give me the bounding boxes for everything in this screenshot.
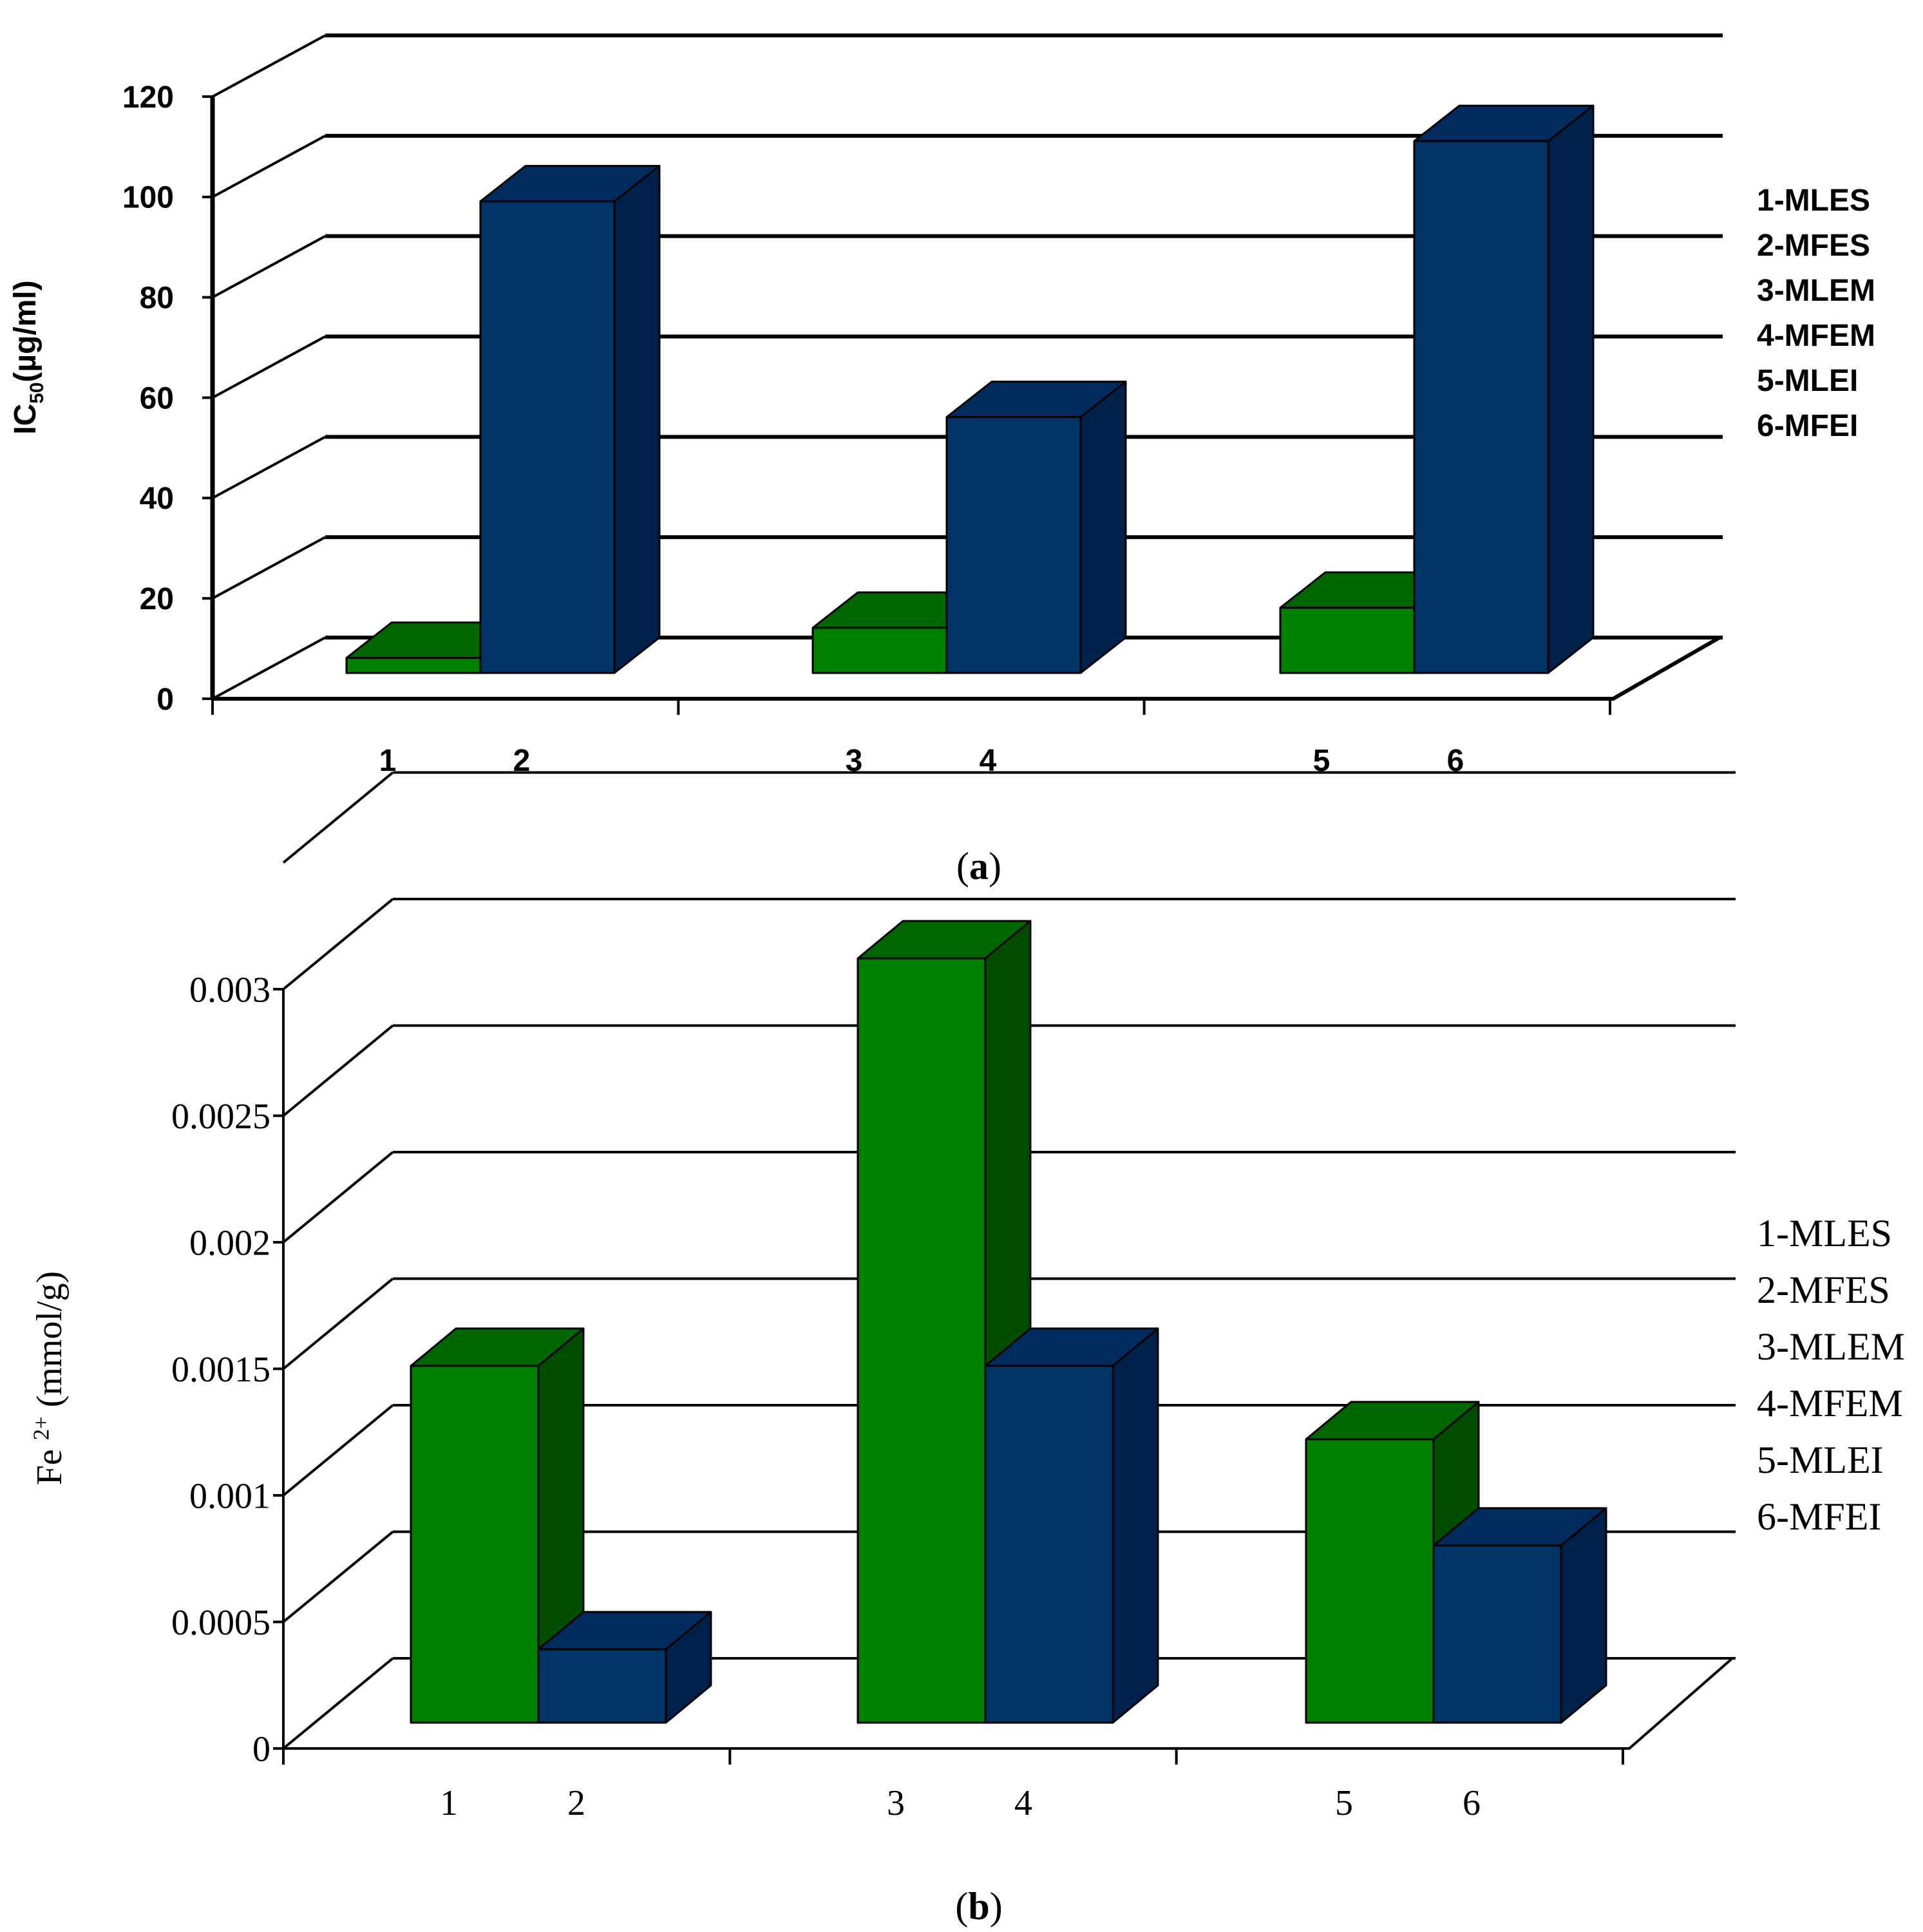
bar-4: [984, 1327, 1159, 1724]
bar-side: [613, 165, 661, 674]
bar-front: [1413, 140, 1549, 674]
legend-entry: 2-MFES: [1757, 229, 1870, 263]
bar-front: [1279, 607, 1416, 674]
legend-entry: 1-MLES: [1757, 1212, 1892, 1255]
y-axis-label: Fe 2+ (mmol/g): [28, 1271, 70, 1485]
chart-b-fe2: 0 0.0005 0.001 0.0015 0.002 0.0025 0.003 Fe 2+ …: [28, 771, 1905, 1823]
side-wall-line: [282, 1404, 394, 1497]
y-tick-label: 80: [140, 281, 174, 315]
y-tick-label: 0.0005: [171, 1603, 270, 1643]
x-tick-label: 4: [1014, 1783, 1032, 1823]
y-tick-label: 40: [140, 482, 174, 516]
y-tick-label: 100: [122, 181, 174, 215]
side-wall-line: [212, 234, 326, 299]
y-tick-label: 20: [140, 582, 174, 616]
bar-front: [1432, 1544, 1562, 1724]
x-tick-label: 6: [1463, 1783, 1481, 1823]
side-wall-line: [282, 1530, 394, 1624]
side-wall-line: [212, 34, 326, 98]
y-tick-label: 0.0015: [171, 1350, 270, 1390]
bar-2: [479, 165, 661, 674]
side-wall-line: [282, 1657, 394, 1750]
bar-front: [811, 627, 948, 674]
legend-entry: 2-MFES: [1757, 1269, 1890, 1311]
bar-6: [1413, 104, 1595, 674]
bar-front: [479, 200, 616, 674]
legend-entry: 5-MLEI: [1757, 1439, 1884, 1481]
bar-2: [537, 1611, 712, 1724]
side-wall-line: [282, 898, 394, 990]
bar-front: [537, 1648, 667, 1724]
bar-front: [410, 1365, 540, 1724]
side-wall-line: [282, 1024, 394, 1117]
side-wall-line: [282, 1151, 394, 1244]
bar-front: [984, 1365, 1114, 1724]
y-tick-label: 0.002: [189, 1224, 270, 1264]
bar-front: [345, 657, 482, 674]
floor-outline: [283, 1657, 1734, 1750]
side-wall-line: [212, 536, 326, 600]
bar-4: [945, 381, 1127, 674]
x-tick-label: 3: [887, 1783, 905, 1823]
legend-entry: 4-MFEM: [1757, 1382, 1903, 1425]
legend-entry: 4-MFEM: [1757, 319, 1875, 353]
y-tick-label: 60: [140, 381, 174, 415]
bar-front: [1305, 1438, 1435, 1724]
x-tick-label: 1: [440, 1783, 458, 1823]
y-tick-label: 0.0025: [171, 1097, 270, 1137]
y-tick-label: 0.001: [189, 1477, 270, 1517]
bar-side: [1112, 1327, 1159, 1724]
side-wall-line: [282, 1277, 394, 1370]
x-tick-label: 2: [567, 1783, 585, 1823]
bar-front: [945, 416, 1082, 674]
side-wall-line: [212, 135, 326, 198]
legend-entry: 3-MLEM: [1757, 1325, 1905, 1368]
bar-6: [1432, 1507, 1607, 1724]
y-tick-label: 0: [156, 683, 174, 717]
y-axis-label: IC50(µg/ml): [8, 280, 48, 434]
y-tick-label: 0.003: [189, 971, 270, 1010]
legend-entry: 1-MLES: [1757, 184, 1870, 218]
y-tick-label: 120: [122, 80, 174, 115]
bar-front: [857, 957, 987, 1724]
side-wall-line: [282, 771, 394, 864]
panel-label-b: (b): [955, 1885, 1002, 1927]
side-wall-line: [212, 636, 326, 700]
legend-entry: 6-MFEI: [1757, 409, 1858, 443]
y-tick-label: 0: [252, 1730, 270, 1770]
x-tick-label: 5: [1335, 1783, 1353, 1823]
panel-label-a: (a): [956, 845, 1001, 887]
side-wall-line: [212, 435, 326, 500]
side-wall-line: [212, 335, 326, 399]
legend-entry: 5-MLEI: [1757, 364, 1858, 398]
legend-entry: 3-MLEM: [1757, 274, 1875, 308]
bar-side: [1547, 104, 1595, 674]
legend-entry: 6-MFEI: [1757, 1495, 1881, 1538]
bar-side: [1079, 381, 1127, 674]
